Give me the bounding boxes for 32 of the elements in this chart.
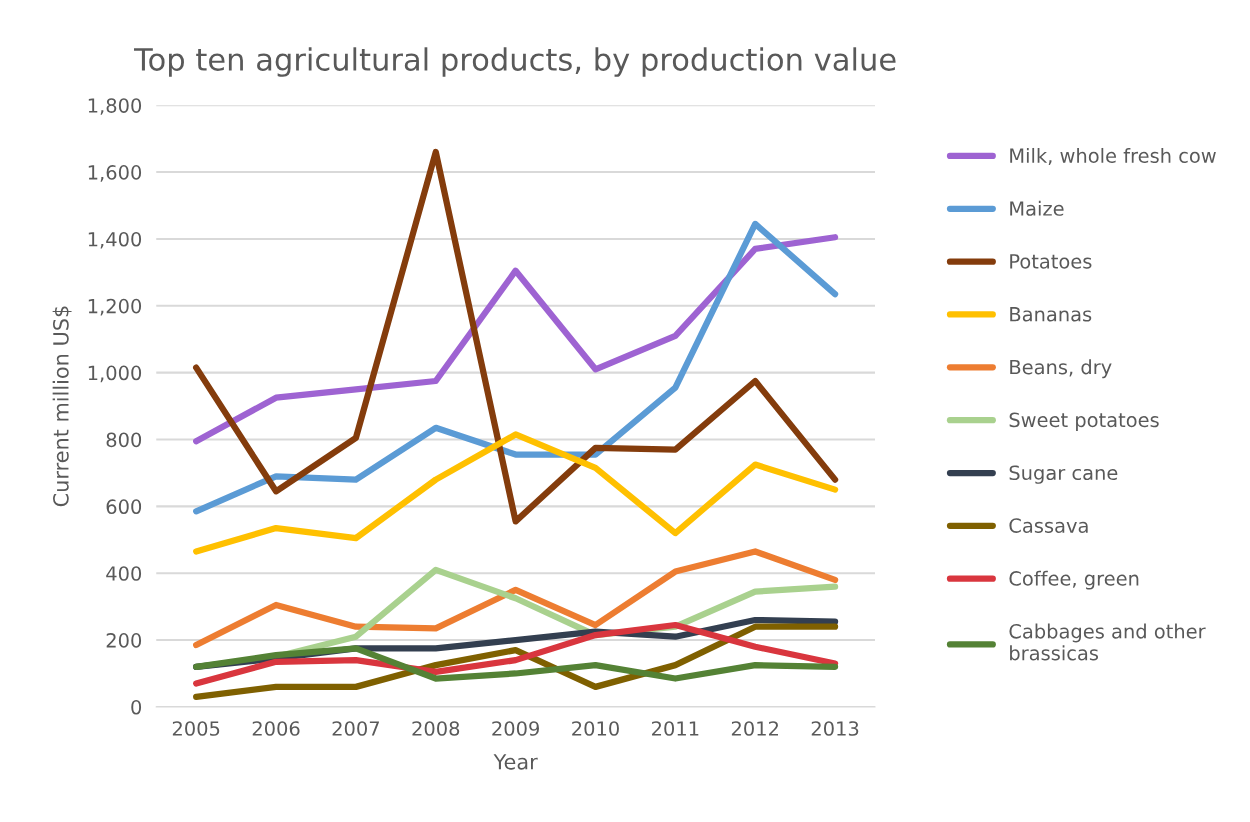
y-axis-title: Current million US$ [52, 306, 72, 507]
y-tick-label: 1,000 [88, 365, 142, 383]
legend-label: Milk, whole fresh cow [1010, 147, 1216, 165]
x-axis-title: Year [493, 754, 538, 770]
x-tick-label: 2006 [252, 721, 300, 736]
legend-label: Cabbages and other brassicas [1009, 623, 1206, 661]
y-tick-label: 0 [131, 699, 142, 715]
y-tick-label: 1,600 [88, 165, 142, 182]
x-tick-label: 2011 [652, 721, 699, 736]
legend-label: Bananas [1010, 307, 1092, 322]
x-tick-label: 2013 [811, 721, 859, 736]
legend-label: Potatoes [1010, 254, 1092, 269]
y-tick-label: 1,200 [88, 298, 142, 316]
x-tick-label: 2009 [492, 721, 539, 736]
y-tick-label: 1,800 [88, 98, 142, 115]
y-tick-label: 800 [106, 432, 142, 448]
legend-label: Cassava [1009, 518, 1088, 533]
x-tick-label: 2012 [731, 721, 778, 736]
legend-label: Coffee, green [1009, 570, 1139, 590]
legend-label: Sugar cane [1009, 465, 1118, 484]
y-tick-label: 600 [106, 499, 142, 515]
y-tick-label: 1,400 [88, 231, 142, 249]
y-tick-label: 200 [106, 633, 142, 648]
legend-label: Sweet potatoes [1009, 412, 1159, 432]
x-tick-label: 2005 [172, 721, 220, 736]
chart-title: Top ten agricultural products, by production value [134, 47, 896, 77]
y-tick-label: 400 [106, 566, 142, 581]
legend-label: Beans, dry [1010, 359, 1112, 379]
legend-label: Maize [1010, 200, 1064, 216]
x-tick-label: 2008 [412, 721, 460, 736]
x-tick-label: 2007 [332, 721, 379, 736]
x-tick-label: 2010 [572, 721, 619, 736]
